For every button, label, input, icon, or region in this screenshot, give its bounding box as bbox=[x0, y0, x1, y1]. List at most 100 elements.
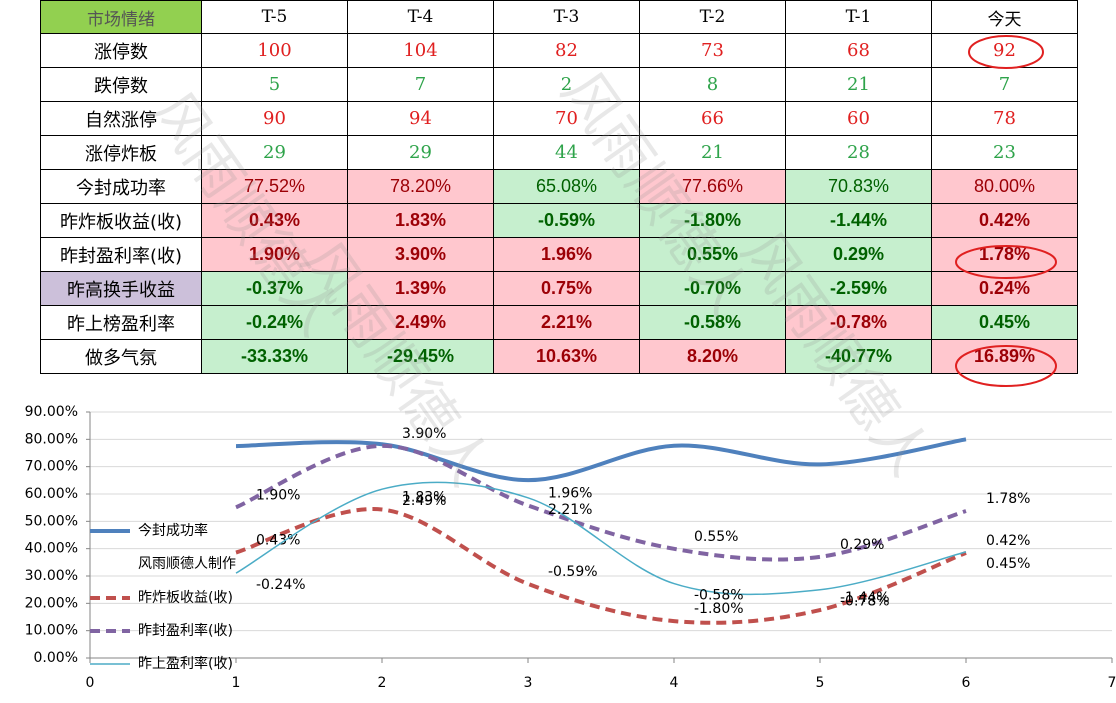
cell: 0.45% bbox=[931, 305, 1078, 340]
header-cell: T-3 bbox=[493, 0, 640, 34]
cell: 44 bbox=[493, 135, 640, 170]
cell: -33.33% bbox=[201, 339, 348, 374]
cell: -0.70% bbox=[639, 271, 786, 306]
x-tick-label: 3 bbox=[524, 675, 533, 691]
cell: 7 bbox=[347, 67, 494, 102]
cell: 0.24% bbox=[931, 271, 1078, 306]
data-label: 2.49% bbox=[402, 493, 446, 509]
x-tick-label: 5 bbox=[816, 675, 825, 691]
cell: 70 bbox=[493, 101, 640, 136]
data-label: 3.90% bbox=[402, 426, 446, 442]
data-label: 0.45% bbox=[986, 556, 1030, 572]
cell: 23 bbox=[931, 135, 1078, 170]
y-tick-label: 80.00% bbox=[25, 431, 78, 447]
cell: -0.58% bbox=[639, 305, 786, 340]
cell: 66 bbox=[639, 101, 786, 136]
cell: 2 bbox=[493, 67, 640, 102]
y-tick-label: 90.00% bbox=[25, 404, 78, 420]
chart: 0.00% 10.00% 20.00% 30.00% 40.00% 50.00% 60.00… bbox=[25, 404, 1116, 691]
cell: 60 bbox=[785, 101, 932, 136]
y-tick-label: 0.00% bbox=[34, 650, 78, 666]
cell: 21 bbox=[639, 135, 786, 170]
cell: 7 bbox=[931, 67, 1078, 102]
y-tick-label: 20.00% bbox=[25, 595, 78, 611]
row-label: 昨炸板收益(收) bbox=[40, 203, 202, 238]
table-row: 自然涨停 90 94 70 66 60 78 bbox=[40, 101, 1078, 136]
legend-label: 昨上盈利率(收) bbox=[138, 655, 233, 672]
data-label: 2.21% bbox=[548, 502, 592, 518]
row-label: 自然涨停 bbox=[40, 101, 202, 136]
data-label: 0.43% bbox=[256, 533, 300, 549]
cell: -0.78% bbox=[785, 305, 932, 340]
header-row: 市场情绪 T-5 T-4 T-3 T-2 T-1 今天 bbox=[40, 0, 1078, 34]
cell: 29 bbox=[347, 135, 494, 170]
table-row: 涨停炸板 29 29 44 21 28 23 bbox=[40, 135, 1078, 170]
cell: -0.59% bbox=[493, 203, 640, 238]
row-label: 涨停炸板 bbox=[40, 135, 202, 170]
cell: 92 bbox=[931, 33, 1078, 68]
cell: -29.45% bbox=[347, 339, 494, 374]
sentiment-table: 市场情绪 T-5 T-4 T-3 T-2 T-1 今天 涨停数 100 104 82 73 68 92 跌停… bbox=[40, 0, 1078, 374]
cell: 68 bbox=[785, 33, 932, 68]
cell: 1.78% bbox=[931, 237, 1078, 272]
cell: 100 bbox=[201, 33, 348, 68]
table-row: 跌停数 5 7 2 8 21 7 bbox=[40, 67, 1078, 102]
data-label: 0.55% bbox=[694, 529, 738, 545]
row-label: 今封成功率 bbox=[40, 169, 202, 204]
cell: 8.20% bbox=[639, 339, 786, 374]
data-label: -0.59% bbox=[548, 564, 598, 580]
cell: 5 bbox=[201, 67, 348, 102]
cell: 10.63% bbox=[493, 339, 640, 374]
cell: -0.37% bbox=[201, 271, 348, 306]
cell: -0.24% bbox=[201, 305, 348, 340]
cell: 0.75% bbox=[493, 271, 640, 306]
cell: 28 bbox=[785, 135, 932, 170]
x-tick-label: 1 bbox=[232, 675, 241, 691]
cell: -1.44% bbox=[785, 203, 932, 238]
table-row: 昨上榜盈利率 -0.24% 2.49% 2.21% -0.58% -0.78% 0.45% bbox=[40, 305, 1078, 340]
cell: 2.49% bbox=[347, 305, 494, 340]
cell: 77.52% bbox=[201, 169, 348, 204]
cell: 0.29% bbox=[785, 237, 932, 272]
row-label: 涨停数 bbox=[40, 33, 202, 68]
cell: 0.55% bbox=[639, 237, 786, 272]
y-tick-label: 70.00% bbox=[25, 459, 78, 475]
header-cell: 市场情绪 bbox=[40, 0, 202, 34]
cell: -40.77% bbox=[785, 339, 932, 374]
x-tick-label: 2 bbox=[378, 675, 387, 691]
cell: 21 bbox=[785, 67, 932, 102]
cell: 80.00% bbox=[931, 169, 1078, 204]
data-label: 1.78% bbox=[986, 491, 1030, 507]
x-tick-label: 7 bbox=[1108, 675, 1116, 691]
y-tick-label: 60.00% bbox=[25, 486, 78, 502]
cell: 65.08% bbox=[493, 169, 640, 204]
data-label: 0.42% bbox=[986, 533, 1030, 549]
cell: 0.42% bbox=[931, 203, 1078, 238]
header-cell: T-2 bbox=[639, 0, 786, 34]
y-tick-label: 10.00% bbox=[25, 623, 78, 639]
cell: 1.39% bbox=[347, 271, 494, 306]
cell: -2.59% bbox=[785, 271, 932, 306]
cell: 73 bbox=[639, 33, 786, 68]
cell: 3.90% bbox=[347, 237, 494, 272]
header-cell: T-4 bbox=[347, 0, 494, 34]
data-label: 1.83% bbox=[402, 489, 446, 505]
cell: 70.83% bbox=[785, 169, 932, 204]
cell: 16.89% bbox=[931, 339, 1078, 374]
x-tick-label: 4 bbox=[670, 675, 679, 691]
data-label: 1.96% bbox=[548, 485, 592, 501]
table-row: 今封成功率 77.52% 78.20% 65.08% 77.66% 70.83% 80.00… bbox=[40, 169, 1078, 204]
cell: 94 bbox=[347, 101, 494, 136]
data-label: -0.78% bbox=[840, 594, 890, 610]
x-tick-label: 6 bbox=[962, 675, 971, 691]
series-line bbox=[235, 437, 967, 483]
cell: 8 bbox=[639, 67, 786, 102]
cell: 82 bbox=[493, 33, 640, 68]
data-label: -0.58% bbox=[694, 588, 744, 604]
x-tick-label: 0 bbox=[86, 675, 95, 691]
cell: 78.20% bbox=[347, 169, 494, 204]
legend-label: 昨封盈利率(收) bbox=[138, 622, 233, 639]
legend-note: 风雨顺德人制作 bbox=[138, 556, 236, 572]
row-label: 昨封盈利率(收) bbox=[40, 237, 202, 272]
